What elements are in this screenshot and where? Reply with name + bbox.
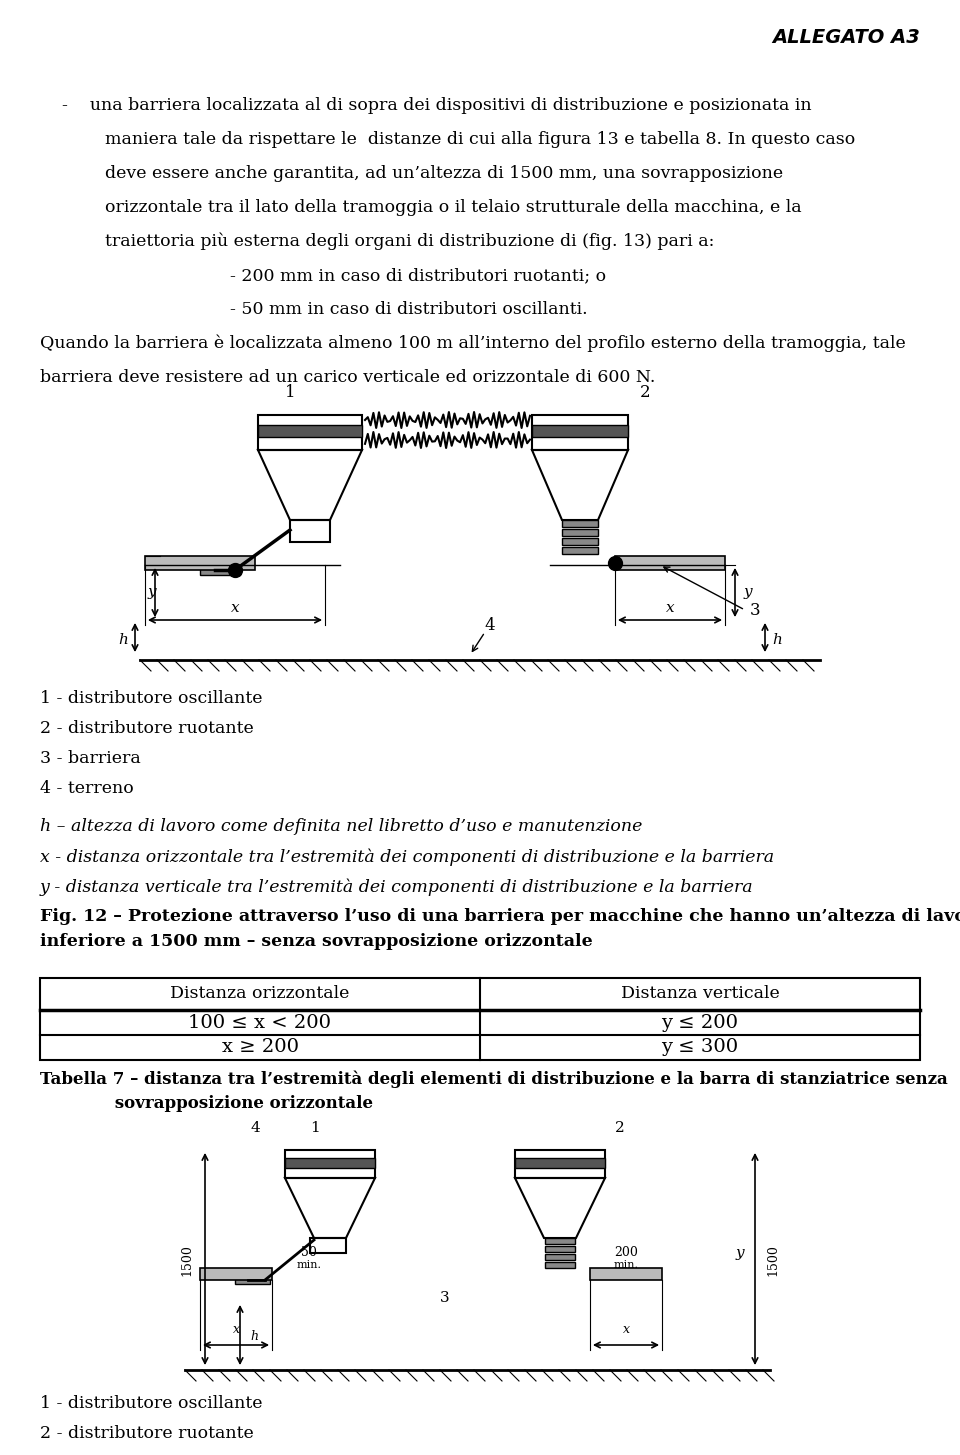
Bar xyxy=(545,1245,575,1251)
Text: -    una barriera localizzata al di sopra dei dispositivi di distribuzione e pos: - una barriera localizzata al di sopra d… xyxy=(62,97,811,113)
Text: 3 - barriera: 3 - barriera xyxy=(40,749,141,767)
Text: 2: 2 xyxy=(615,1120,625,1135)
Text: ALLEGATO A3: ALLEGATO A3 xyxy=(772,28,920,47)
Text: x: x xyxy=(230,601,239,615)
Bar xyxy=(545,1261,575,1267)
Bar xyxy=(562,519,598,527)
Text: x ≥ 200: x ≥ 200 xyxy=(222,1039,299,1056)
Text: Distanza orizzontale: Distanza orizzontale xyxy=(170,985,349,1002)
Text: 1 - distributore oscillante: 1 - distributore oscillante xyxy=(40,690,262,707)
Text: x - distanza orizzontale tra l’estremità dei componenti di distribuzione e la ba: x - distanza orizzontale tra l’estremità… xyxy=(40,848,774,866)
Text: x: x xyxy=(665,601,674,615)
Bar xyxy=(310,1238,346,1253)
Text: - 50 mm in caso di distributori oscillanti.: - 50 mm in caso di distributori oscillan… xyxy=(230,301,588,319)
Bar xyxy=(515,1158,605,1168)
Bar xyxy=(258,425,362,436)
Text: y ≤ 200: y ≤ 200 xyxy=(661,1014,738,1032)
Text: min.: min. xyxy=(613,1260,638,1270)
Text: 200: 200 xyxy=(614,1245,638,1259)
Text: 2: 2 xyxy=(639,384,650,402)
Bar xyxy=(545,1254,575,1260)
Bar xyxy=(562,547,598,554)
Bar xyxy=(532,415,628,450)
Bar xyxy=(532,425,628,436)
Text: 1500: 1500 xyxy=(766,1244,780,1276)
Bar xyxy=(545,1238,575,1244)
Bar xyxy=(235,1277,270,1283)
Bar xyxy=(285,1149,375,1179)
Text: barriera deve resistere ad un carico verticale ed orizzontale di 600 N.: barriera deve resistere ad un carico ver… xyxy=(40,370,656,386)
Text: 3: 3 xyxy=(441,1291,450,1305)
Bar xyxy=(515,1149,605,1179)
Text: y: y xyxy=(148,585,156,599)
Text: 100 ≤ x < 200: 100 ≤ x < 200 xyxy=(188,1014,331,1032)
Bar xyxy=(562,538,598,546)
Text: 50: 50 xyxy=(301,1245,317,1259)
Text: maniera tale da rispettare le  distanze di cui alla figura 13 e tabella 8. In qu: maniera tale da rispettare le distanze d… xyxy=(105,131,855,148)
Bar xyxy=(590,1267,662,1280)
Bar xyxy=(200,567,240,575)
Text: y: y xyxy=(735,1245,744,1260)
Text: h – altezza di lavoro come definita nel libretto d’uso e manutenzione: h – altezza di lavoro come definita nel … xyxy=(40,818,642,835)
Text: 2 - distributore ruotante: 2 - distributore ruotante xyxy=(40,1424,253,1442)
Text: 1: 1 xyxy=(285,384,296,402)
Text: Tabella 7 – distanza tra l’estremità degli elementi di distribuzione e la barra : Tabella 7 – distanza tra l’estremità deg… xyxy=(40,1069,948,1112)
Text: 4: 4 xyxy=(485,617,495,634)
Text: y ≤ 300: y ≤ 300 xyxy=(661,1039,738,1056)
Bar xyxy=(258,415,362,450)
Text: orizzontale tra il lato della tramoggia o il telaio strutturale della macchina, : orizzontale tra il lato della tramoggia … xyxy=(105,199,802,215)
Text: min.: min. xyxy=(297,1260,322,1270)
Text: Fig. 12 – Protezione attraverso l’uso di una barriera per macchine che hanno un’: Fig. 12 – Protezione attraverso l’uso di… xyxy=(40,908,960,950)
Bar xyxy=(615,556,725,570)
Bar xyxy=(562,530,598,535)
Text: 1: 1 xyxy=(310,1120,320,1135)
Bar xyxy=(285,1158,375,1168)
Text: Quando la barriera è localizzata almeno 100 m all’interno del profilo esterno de: Quando la barriera è localizzata almeno … xyxy=(40,335,905,352)
Bar xyxy=(40,978,920,1061)
Text: Distanza verticale: Distanza verticale xyxy=(620,985,780,1002)
Bar xyxy=(145,556,255,570)
Text: - 200 mm in caso di distributori ruotanti; o: - 200 mm in caso di distributori ruotant… xyxy=(230,268,606,284)
Text: 3: 3 xyxy=(750,602,760,618)
Bar xyxy=(200,1267,272,1280)
Text: x: x xyxy=(622,1323,630,1336)
Text: y - distanza verticale tra l’estremità dei componenti di distribuzione e la barr: y - distanza verticale tra l’estremità d… xyxy=(40,877,754,895)
Text: y: y xyxy=(744,585,753,599)
Text: traiettoria più esterna degli organi di distribuzione di (fig. 13) pari a:: traiettoria più esterna degli organi di … xyxy=(105,233,714,250)
Bar xyxy=(290,519,330,543)
Text: x: x xyxy=(232,1323,239,1336)
Text: h: h xyxy=(772,633,782,647)
Text: 2 - distributore ruotante: 2 - distributore ruotante xyxy=(40,720,253,738)
Text: 1 - distributore oscillante: 1 - distributore oscillante xyxy=(40,1395,262,1411)
Text: 1500: 1500 xyxy=(180,1244,194,1276)
Text: 4 - terreno: 4 - terreno xyxy=(40,780,133,797)
Text: h: h xyxy=(118,633,128,647)
Text: h: h xyxy=(250,1330,258,1343)
Text: deve essere anche garantita, ad un’altezza di 1500 mm, una sovrapposizione: deve essere anche garantita, ad un’altez… xyxy=(105,164,783,182)
Text: 4: 4 xyxy=(251,1120,260,1135)
